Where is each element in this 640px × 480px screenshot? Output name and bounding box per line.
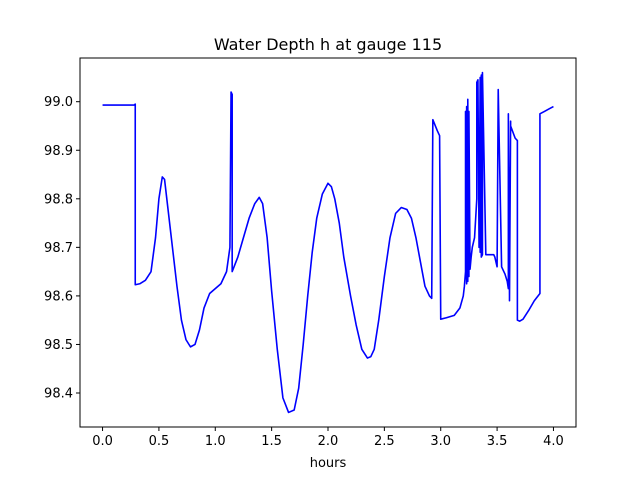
y-tick-label: 98.4 <box>44 387 73 402</box>
series-line-1 <box>102 71 554 414</box>
y-tick-label: 99.0 <box>44 95 73 110</box>
y-tick-label: 98.8 <box>44 192 73 207</box>
x-tick-label: 4.0 <box>543 434 564 449</box>
x-tick-label: 0.5 <box>149 434 170 449</box>
y-axis-ticks: 98.4 98.5 98.6 98.7 98.8 98.9 99.0 <box>44 95 80 402</box>
y-tick-label: 98.6 <box>44 289 73 304</box>
axes: 0.0 0.5 1.0 1.5 2.0 2.5 3.0 3.5 4.0 98.4 98.5 98.6… <box>44 57 577 449</box>
x-tick-label: 0.0 <box>92 434 113 449</box>
y-tick-label: 98.5 <box>44 338 73 353</box>
x-axis-ticks: 0.0 0.5 1.0 1.5 2.0 2.5 3.0 3.5 4.0 <box>92 427 564 449</box>
x-tick-label: 3.0 <box>430 434 451 449</box>
chart-title: Water Depth h at gauge 115 <box>214 35 442 54</box>
x-tick-label: 2.5 <box>374 434 395 449</box>
x-tick-label: 1.0 <box>205 434 226 449</box>
series-layer <box>102 71 554 414</box>
plot-area <box>102 71 554 414</box>
x-axis-label: hours <box>310 456 347 471</box>
x-tick-label: 2.0 <box>318 434 339 449</box>
x-tick-label: 1.5 <box>261 434 282 449</box>
y-tick-label: 98.7 <box>44 241 73 256</box>
x-tick-label: 3.5 <box>487 434 508 449</box>
y-tick-label: 98.9 <box>44 144 73 159</box>
